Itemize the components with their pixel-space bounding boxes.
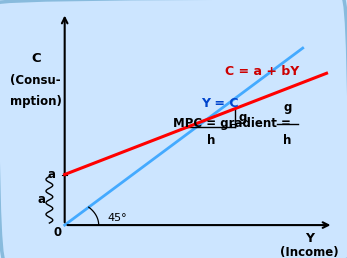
Text: Y = C: Y = C xyxy=(201,97,238,110)
Text: mption): mption) xyxy=(10,95,62,108)
Text: (Consu-: (Consu- xyxy=(10,75,61,87)
Text: (Income): (Income) xyxy=(280,246,339,258)
Text: a: a xyxy=(47,168,55,181)
Text: g: g xyxy=(283,101,291,114)
Text: C: C xyxy=(31,52,41,65)
Text: 45°: 45° xyxy=(107,213,127,223)
Text: 0: 0 xyxy=(53,226,61,239)
Text: h: h xyxy=(207,134,215,147)
Text: a: a xyxy=(38,193,46,206)
Text: C = a + bY: C = a + bY xyxy=(225,64,299,78)
Text: h: h xyxy=(283,134,291,147)
Text: g: g xyxy=(239,111,247,124)
Text: Y: Y xyxy=(305,232,314,245)
Text: MPC = gradient =: MPC = gradient = xyxy=(174,117,296,131)
